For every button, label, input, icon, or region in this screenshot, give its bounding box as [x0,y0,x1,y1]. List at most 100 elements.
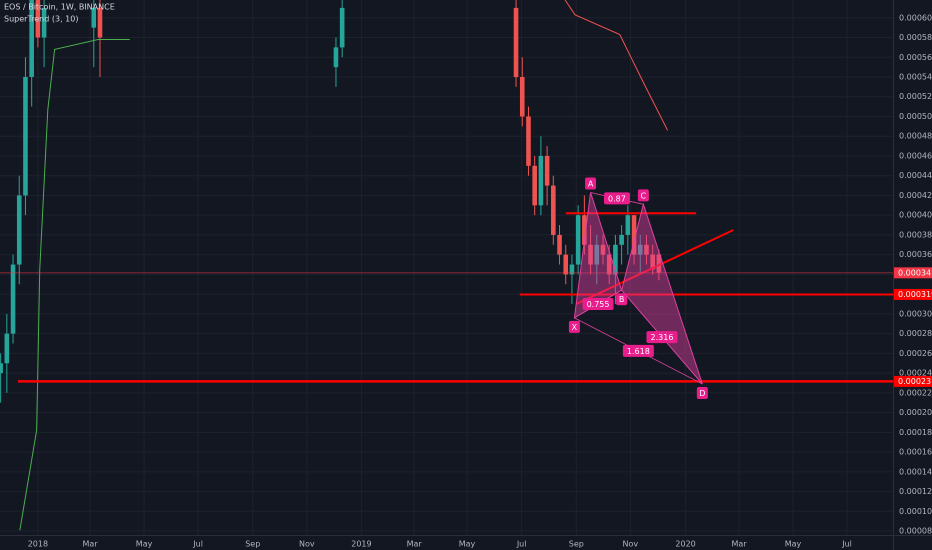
candle-body [35,0,41,38]
candle-body [606,254,612,275]
candle-body [631,215,637,255]
candle-body [519,76,525,117]
candle-body [619,234,624,245]
y-tick-label: 0.0004200 [899,191,932,200]
y-tick-label: 0.0003000 [899,309,932,318]
candle-body [513,7,519,77]
pattern-ratio-label-box [603,192,630,205]
pattern-point-label: A [588,179,594,188]
y-tick-label: 0.0002800 [899,329,932,338]
x-tick-label: 2020 [675,540,695,549]
price-tag-label: 0.0003416 [898,268,932,277]
x-tick-label: Mar [731,540,747,549]
candle-body [588,244,593,265]
candle-body [333,47,339,68]
pattern-point-label-box [616,293,628,306]
x-tick-label: Sep [569,540,584,549]
x-tick-label: Mar [407,540,423,549]
indicator-label: SuperTrend (3, 10) [4,15,78,24]
candle-body [97,7,103,38]
candle-body [4,333,10,364]
x-tick-label: Jul [841,540,852,549]
pattern-point-label-box [585,177,597,190]
pattern-point-label-box [637,189,649,202]
price-tag-label: 0.0003197 [898,290,932,299]
candle-body [538,155,544,206]
x-tick-label: 2018 [28,540,48,549]
pattern-ratio-label: 2.316 [651,333,674,342]
x-tick-label: Mar [82,540,98,549]
candle-body [10,264,16,334]
y-tick-label: 0.0005000 [899,112,932,121]
candle-body [29,0,34,77]
y-tick-label: 0.0002400 [899,369,932,378]
candle-body [613,244,618,275]
y-tick-label: 0.0004800 [899,132,932,141]
y-tick-label: 0.0002200 [899,388,932,397]
y-tick-label: 0.0001400 [899,467,932,476]
candle-body [594,244,600,265]
y-tick-label: 0.0001200 [899,487,932,496]
y-tick-label: 0.0002600 [899,349,932,358]
grid [0,0,893,535]
candle-body [650,254,655,270]
candle-body [569,264,575,275]
y-tick-label: 0.0002000 [899,408,932,417]
y-tick-label: 0.0005800 [899,33,932,42]
candle-body [0,363,3,374]
candle-body [23,76,28,196]
pattern-ratio-label: 0.755 [587,300,610,309]
candle-body [600,244,606,255]
x-tick-label: Nov [623,540,639,549]
pattern-point-label: D [699,389,705,398]
pattern-point-label: B [619,295,625,304]
y-tick-label: 0.0000800 [899,527,932,536]
price-tag-label: 0.0002316 [898,377,932,386]
pattern-point-label: X [572,323,578,332]
y-tick-label: 0.0005400 [899,72,932,81]
candle-body [339,7,345,48]
y-tick-label: 0.0004000 [899,211,932,220]
candle-body [644,244,649,255]
x-tick-label: 2019 [351,540,371,549]
y-tick-label: 0.0005200 [899,92,932,101]
pattern-point-label-box [696,386,708,399]
y-tick-label: 0.0001800 [899,428,932,437]
candle-body [582,215,587,245]
x-tick-label: May [785,540,802,549]
candle-body [544,155,550,186]
candle-body [625,215,631,235]
candle-body [563,254,569,275]
supertrend-line [564,0,669,131]
x-tick-label: May [459,540,476,549]
price-tag [894,267,932,279]
x-tick-label: Jul [516,540,527,549]
pattern-ratio-label-box [582,298,614,311]
candle-body [16,195,22,265]
candle-body [551,185,556,235]
candle-body [637,244,643,255]
pattern-ratio-label: 0.87 [608,194,626,203]
x-tick-label: Jul [192,540,203,549]
candle-body [91,7,97,28]
y-tick-label: 0.0003600 [899,250,932,259]
y-tick-label: 0.0005600 [899,53,932,62]
y-tick-label: 0.0006000 [899,13,932,22]
trend-line [575,229,734,305]
pattern-point-label: C [641,191,647,200]
y-tick-label: 0.0001000 [899,507,932,516]
candle-body [575,215,581,265]
candle-body [557,234,562,255]
x-tick-label: May [136,540,153,549]
axes: 0.0000800 0.0001000 0.0001200 0.0001400 0.00… [28,13,932,549]
y-tick-label: 0.0001600 [899,448,932,457]
candle-body [41,7,47,38]
pattern-ratio-label: 1.618 [627,347,650,356]
pattern-ratio-label-box [646,331,678,344]
price-tag [894,375,932,387]
price-tag [894,288,932,300]
candle-body [532,165,537,206]
x-tick-label: Nov [299,540,315,549]
